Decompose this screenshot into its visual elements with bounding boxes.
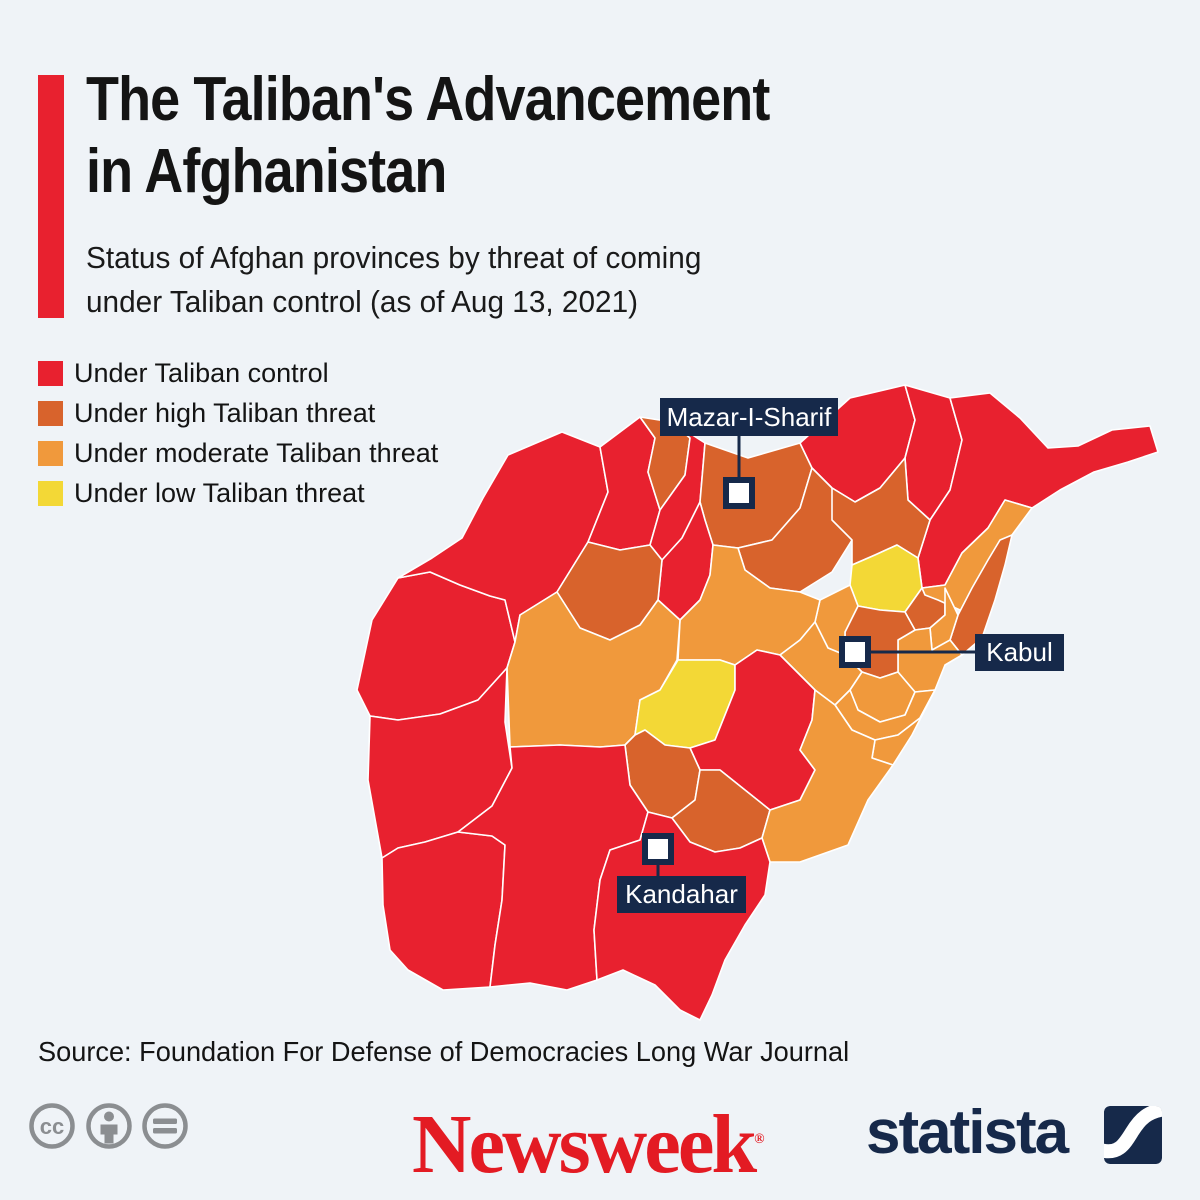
page-title-line2: in Afghanistan	[86, 137, 447, 206]
page-title-line1: The Taliban's Advancement	[86, 65, 770, 134]
page-title: The Taliban's Advancement in Afghanistan	[86, 64, 770, 208]
page-subtitle-line2: under Taliban control (as of Aug 13, 202…	[86, 284, 639, 319]
cc-icon: cc	[29, 1103, 75, 1149]
city-marker-kabul	[839, 636, 871, 668]
city-label-kabul: Kabul	[975, 634, 1064, 671]
newsweek-logo-text: Newsweek	[412, 1098, 757, 1191]
legend-label: Under Taliban control	[74, 357, 329, 388]
title-accent-bar	[38, 75, 64, 318]
legend: Under Taliban control Under high Taliban …	[38, 353, 438, 513]
legend-item-control: Under Taliban control	[38, 353, 438, 393]
page-subtitle-line1: Status of Afghan provinces by threat of …	[86, 240, 702, 275]
legend-label: Under moderate Taliban threat	[74, 437, 439, 468]
cc-equal-icon	[142, 1103, 188, 1149]
newsweek-logo: Newsweek®	[412, 1098, 765, 1187]
legend-label: Under high Taliban threat	[74, 397, 376, 428]
legend-swatch-high	[38, 400, 63, 426]
legend-label: Under low Taliban threat	[74, 477, 365, 508]
legend-swatch-moderate	[38, 440, 63, 466]
statista-logo-text: statista	[866, 1098, 1069, 1167]
source-note: Source: Foundation For Defense of Democr…	[38, 1036, 850, 1067]
cc-attribution-person-icon	[86, 1103, 132, 1149]
province-paktika	[761, 689, 894, 863]
city-label-mazar-i-sharif: Mazar-I-Sharif	[660, 398, 838, 436]
legend-swatch-control	[38, 360, 63, 386]
statista-swoosh	[1104, 1106, 1162, 1159]
province-kandahar	[593, 811, 771, 1021]
newsweek-registered-mark: ®	[754, 1132, 765, 1147]
legend-item-high: Under high Taliban threat	[38, 393, 438, 433]
legend-item-low: Under low Taliban threat	[38, 473, 438, 513]
legend-swatch-low	[38, 480, 63, 506]
legend-item-moderate: Under moderate Taliban threat	[38, 433, 438, 473]
svg-text:cc: cc	[40, 1114, 64, 1139]
city-label-kandahar: Kandahar	[617, 876, 746, 913]
city-marker-kandahar	[642, 833, 674, 865]
page-subtitle: Status of Afghan provinces by threat of …	[86, 236, 701, 324]
city-marker-mazar-i-sharif	[723, 477, 755, 509]
